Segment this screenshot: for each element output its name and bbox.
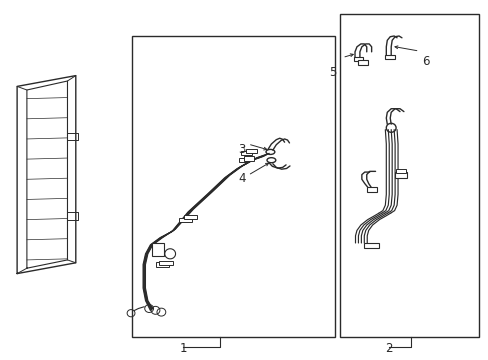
Bar (353, 57, 363, 61)
Bar (394, 172, 407, 178)
Bar (238, 158, 249, 162)
Bar (155, 262, 169, 267)
Bar (366, 187, 376, 192)
Bar (179, 218, 192, 222)
Bar (339, 14, 478, 337)
Text: 1: 1 (179, 342, 187, 355)
Text: 2: 2 (384, 342, 392, 355)
Bar (395, 169, 405, 173)
Text: 5: 5 (328, 66, 336, 78)
Bar (132, 36, 334, 337)
Text: 6: 6 (421, 55, 428, 68)
Bar (159, 261, 173, 265)
Bar (358, 60, 367, 65)
Bar (384, 55, 394, 59)
Bar (184, 215, 197, 219)
Bar (151, 243, 163, 256)
Text: 3: 3 (238, 143, 245, 156)
Text: 4: 4 (238, 172, 245, 185)
Bar (241, 151, 251, 155)
Bar (364, 243, 378, 248)
Bar (243, 156, 254, 161)
Bar (245, 149, 256, 153)
